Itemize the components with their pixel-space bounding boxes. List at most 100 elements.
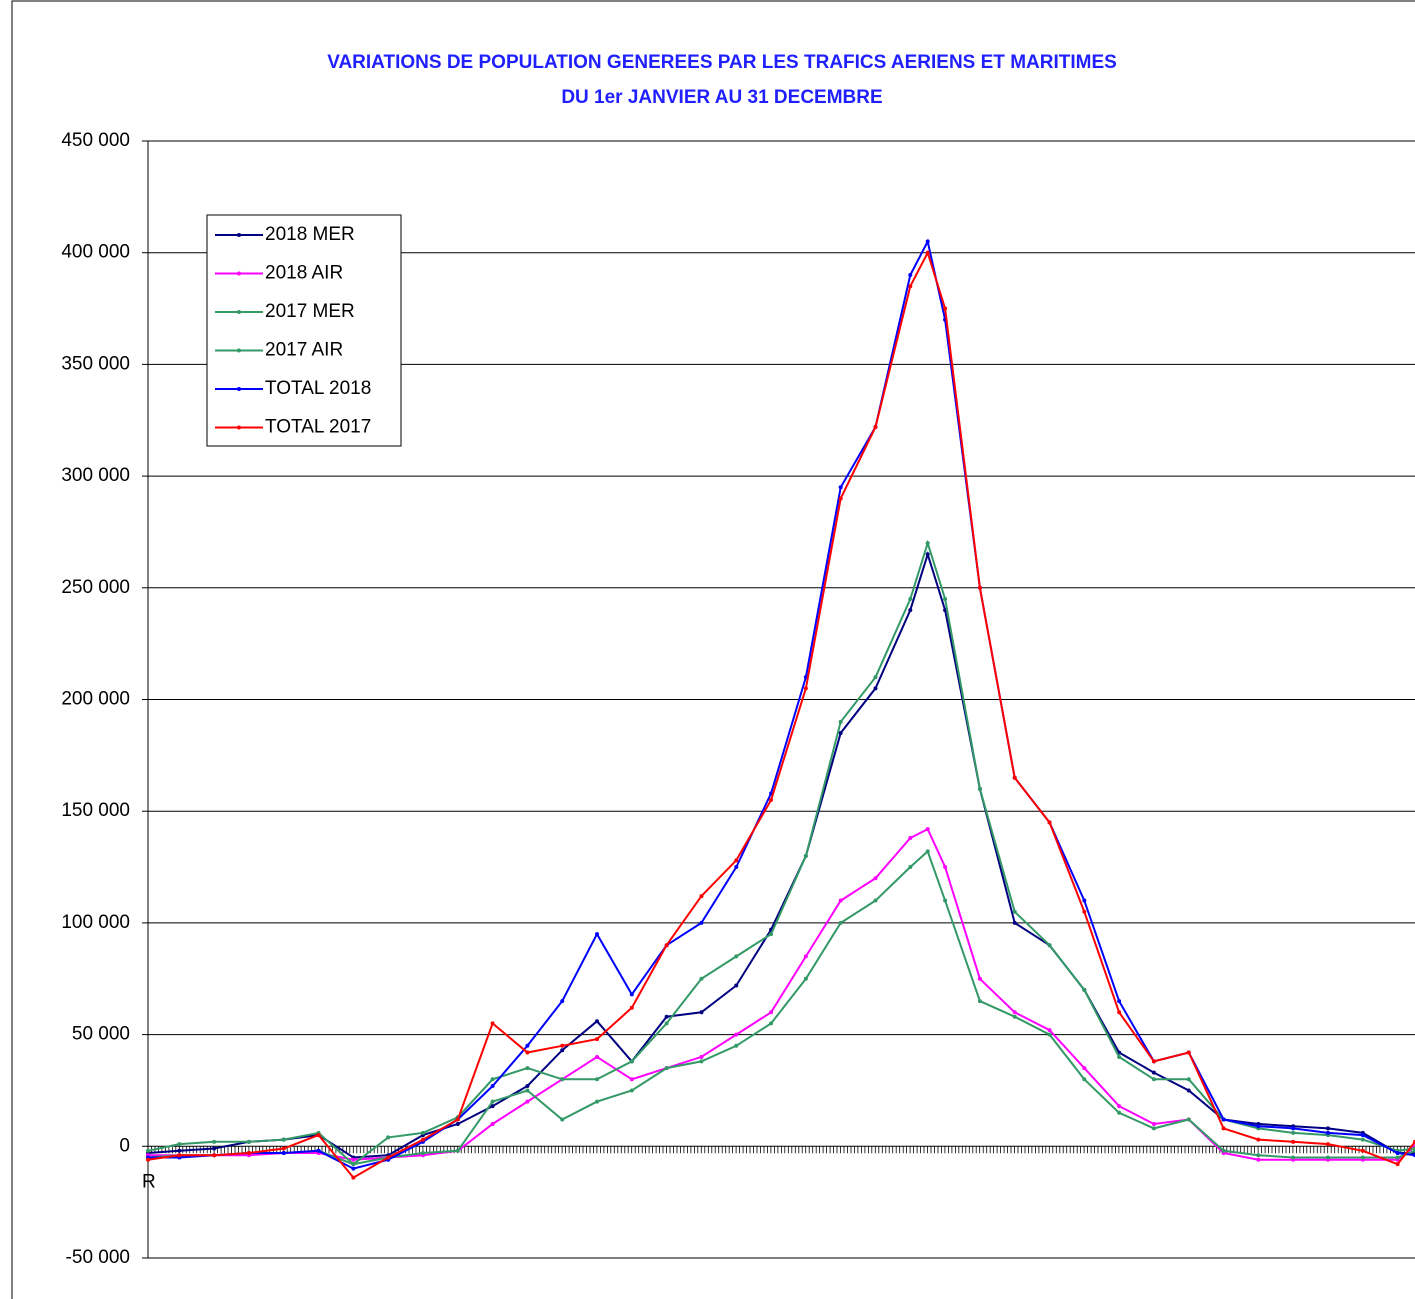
legend-label: 2018 MER: [265, 224, 355, 245]
point: [1117, 1110, 1122, 1115]
legend-label: 2018 AIR: [265, 263, 343, 284]
point: [525, 1066, 530, 1071]
point: [908, 284, 913, 289]
point: [560, 1048, 565, 1053]
point: [595, 1077, 600, 1082]
point: [595, 1099, 600, 1104]
point: [838, 719, 843, 724]
point: [525, 1099, 530, 1104]
point: [769, 1021, 774, 1026]
point: [1291, 1130, 1296, 1135]
plot: [146, 238, 1415, 1180]
point: [420, 1151, 425, 1156]
point: [1012, 775, 1017, 780]
point: [943, 596, 948, 601]
point: [1256, 1157, 1261, 1162]
point: [699, 920, 704, 925]
y-tick-label: 150 000: [61, 800, 130, 821]
point: [734, 865, 739, 870]
point: [1012, 909, 1017, 914]
point: [873, 876, 878, 881]
point: [351, 1162, 356, 1167]
legend-marker: [237, 233, 241, 237]
point: [838, 485, 843, 490]
point: [664, 1021, 669, 1026]
legend-label: TOTAL 2017: [265, 417, 371, 438]
point: [146, 1148, 150, 1153]
point: [595, 1054, 600, 1059]
point: [1151, 1121, 1156, 1126]
point: [769, 932, 774, 937]
point: [212, 1146, 217, 1151]
point: [1291, 1155, 1296, 1160]
point: [1082, 1077, 1087, 1082]
point: [1186, 1050, 1191, 1055]
point: [525, 1050, 530, 1055]
point: [560, 1043, 565, 1048]
point: [525, 1083, 530, 1088]
point: [734, 1032, 739, 1037]
point: [177, 1142, 182, 1147]
x-tick-label: R: [142, 1171, 156, 1192]
point: [925, 552, 930, 557]
point: [525, 1088, 530, 1093]
point: [1047, 820, 1052, 825]
y-tick-label: 250 000: [61, 577, 130, 598]
point: [838, 496, 843, 501]
point: [455, 1148, 460, 1153]
point: [977, 786, 982, 791]
point: [1117, 999, 1122, 1004]
point: [1325, 1126, 1330, 1131]
point: [925, 849, 930, 854]
point: [629, 1088, 634, 1093]
point: [629, 992, 634, 997]
point: [873, 424, 878, 429]
point: [1186, 1088, 1191, 1093]
point: [943, 865, 948, 870]
point: [699, 976, 704, 981]
point: [281, 1151, 286, 1156]
point: [1360, 1137, 1365, 1142]
legend: 2018 MER 2018 AIR 2017 MER 2017 AIR TOTAL 20…: [206, 214, 402, 447]
point: [699, 894, 704, 899]
y-tick-label: 450 000: [61, 130, 130, 151]
point: [281, 1137, 286, 1142]
point: [177, 1148, 182, 1153]
point: [925, 541, 930, 546]
point: [908, 273, 913, 278]
point: [455, 1117, 460, 1122]
point: [146, 1157, 150, 1162]
point: [525, 1043, 530, 1048]
point: [1117, 1010, 1122, 1015]
legend-marker: [237, 310, 241, 314]
point: [1221, 1126, 1226, 1131]
point: [1047, 1028, 1052, 1033]
point: [490, 1104, 495, 1109]
point: [560, 1117, 565, 1122]
point: [595, 932, 600, 937]
point: [803, 686, 808, 691]
point: [1047, 943, 1052, 948]
point: [1395, 1162, 1400, 1167]
point: [316, 1133, 321, 1138]
point: [908, 836, 913, 841]
point: [316, 1148, 321, 1153]
point: [1395, 1155, 1400, 1160]
y-tick-label: 100 000: [61, 912, 130, 933]
point: [1256, 1137, 1261, 1142]
point: [351, 1175, 356, 1180]
point: [1047, 1032, 1052, 1037]
point: [1360, 1148, 1365, 1153]
legend-label: 2017 MER: [265, 301, 355, 322]
point: [699, 1010, 704, 1015]
point: [1082, 898, 1087, 903]
point: [838, 898, 843, 903]
point: [769, 1010, 774, 1015]
point: [386, 1135, 391, 1140]
point: [1360, 1133, 1365, 1138]
point: [925, 827, 930, 832]
point: [420, 1130, 425, 1135]
point: [281, 1146, 286, 1151]
point: [873, 675, 878, 680]
